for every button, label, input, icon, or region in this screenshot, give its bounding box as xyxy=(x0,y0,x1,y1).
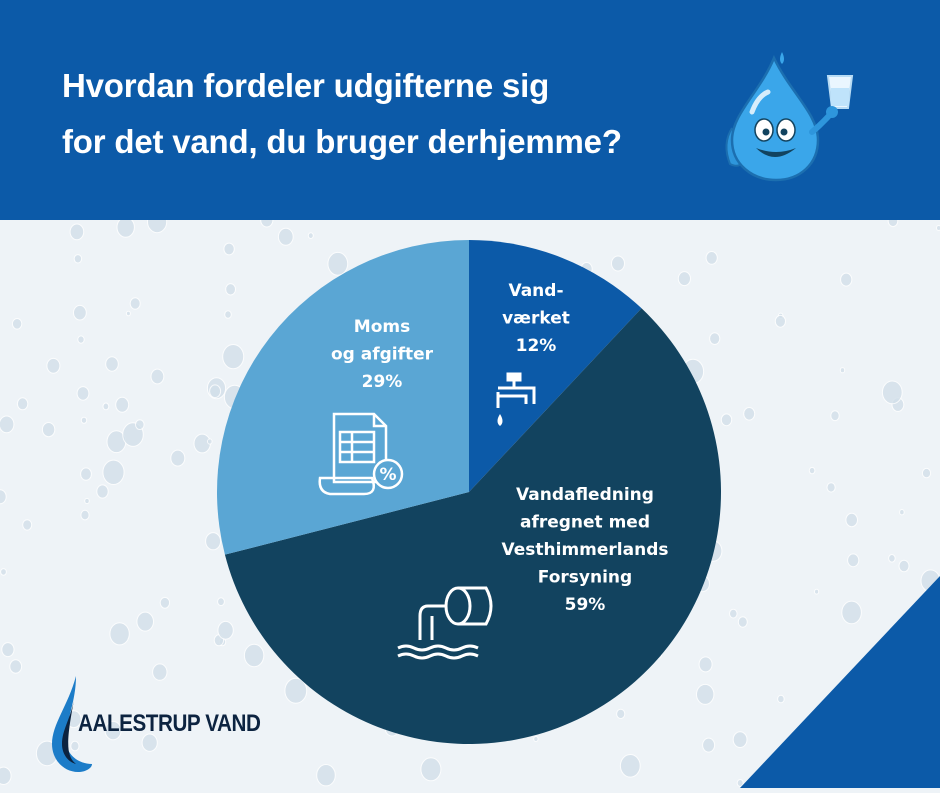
slice-label-line: 59% xyxy=(565,595,606,615)
slice-label-line: Moms xyxy=(354,317,410,337)
corner-triangle xyxy=(740,576,940,788)
slice-label-line: afregnet med xyxy=(520,513,650,533)
svg-text:%: % xyxy=(379,465,396,485)
slice-label-line: Vandafledning xyxy=(516,485,654,505)
slice-label-line: og afgifter xyxy=(331,345,434,365)
slice-label-line: værket xyxy=(502,309,570,329)
slice-label-line: Forsyning xyxy=(538,568,632,588)
slice-label-line: 12% xyxy=(516,336,557,356)
slice-label-line: Vesthimmerlands xyxy=(502,540,669,560)
slice-label-line: 29% xyxy=(362,372,403,392)
logo-text: AALESTRUP VAND xyxy=(78,710,260,738)
slice-label-line: Vand- xyxy=(508,281,563,301)
